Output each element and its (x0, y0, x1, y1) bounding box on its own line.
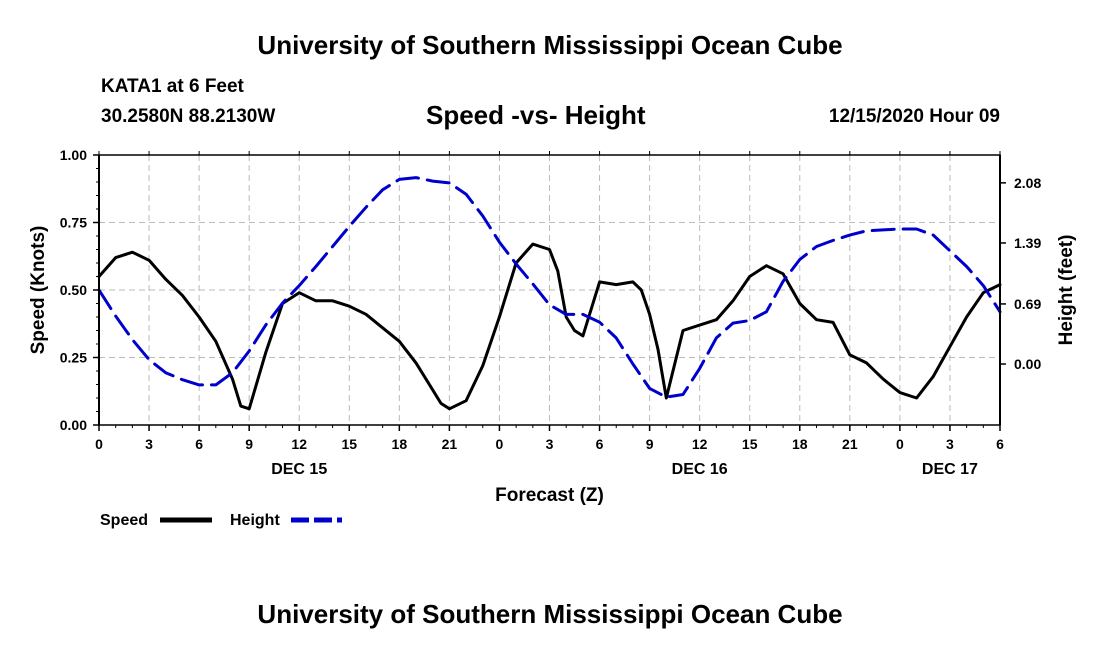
y-tick-label: 1.00 (60, 147, 87, 163)
x-tick-label: 18 (392, 436, 408, 452)
legend-height-label: Height (230, 512, 280, 529)
station-name: KATA1 at 6 Feet (101, 76, 244, 97)
x-tick-label: 0 (896, 436, 904, 452)
y-tick-label: 0.50 (60, 282, 87, 298)
x-tick-label: 6 (195, 436, 203, 452)
x-tick-label: 3 (145, 436, 153, 452)
day-label: DEC 17 (922, 461, 978, 478)
x-tick-label: 0 (496, 436, 504, 452)
footer-title: University of Southern Mississippi Ocean… (257, 599, 843, 629)
legend-speed-label: Speed (100, 512, 148, 529)
series-layer (97, 176, 1002, 411)
forecast-time: 12/15/2020 Hour 09 (828, 106, 1000, 127)
x-tick-label: 6 (596, 436, 604, 452)
speed-series-line (97, 242, 1002, 411)
y-axis-title: Speed (Knots) (28, 226, 49, 355)
y-tick-label: 0.75 (60, 215, 87, 231)
y2-tick-label: 2.08 (1014, 175, 1041, 191)
y2-tick-label: 0.69 (1014, 296, 1041, 312)
chart-title: Speed -vs- Height (426, 100, 646, 130)
y2-tick-label: 1.39 (1014, 235, 1041, 251)
x-tick-label: 12 (291, 436, 307, 452)
x-tick-label: 21 (842, 436, 858, 452)
x-tick-label: 3 (546, 436, 554, 452)
y2-tick-label: 0.00 (1014, 356, 1041, 372)
day-label: DEC 15 (271, 461, 327, 478)
x-tick-label: 9 (245, 436, 253, 452)
x-tick-label: 0 (95, 436, 103, 452)
x-axis-title: Forecast (Z) (495, 485, 604, 506)
station-coordinates: 30.2580N 88.2130W (101, 106, 276, 127)
day-label: DEC 16 (672, 461, 728, 478)
axes (93, 151, 1006, 431)
page-title: University of Southern Mississippi Ocean… (257, 30, 843, 60)
x-tick-label: 12 (692, 436, 708, 452)
y-tick-label: 0.00 (60, 417, 87, 433)
grid-lines (99, 155, 1000, 425)
axis-labels: 0 3 6 9 12 15 18 21 0 3 6 9 12 15 18 21 0 3 6 DEC 15 DEC 16 D… (28, 147, 1077, 506)
y2-axis-title: Height (feet) (1056, 235, 1077, 346)
height-series-line (97, 176, 1002, 399)
x-tick-label: 15 (742, 436, 758, 452)
x-tick-label: 3 (946, 436, 954, 452)
y-tick-label: 0.25 (60, 350, 87, 366)
x-tick-label: 18 (792, 436, 808, 452)
x-tick-label: 15 (341, 436, 357, 452)
x-tick-label: 6 (996, 436, 1004, 452)
x-tick-label: 21 (442, 436, 458, 452)
legend: Speed Height (100, 512, 342, 529)
x-tick-label: 9 (646, 436, 654, 452)
